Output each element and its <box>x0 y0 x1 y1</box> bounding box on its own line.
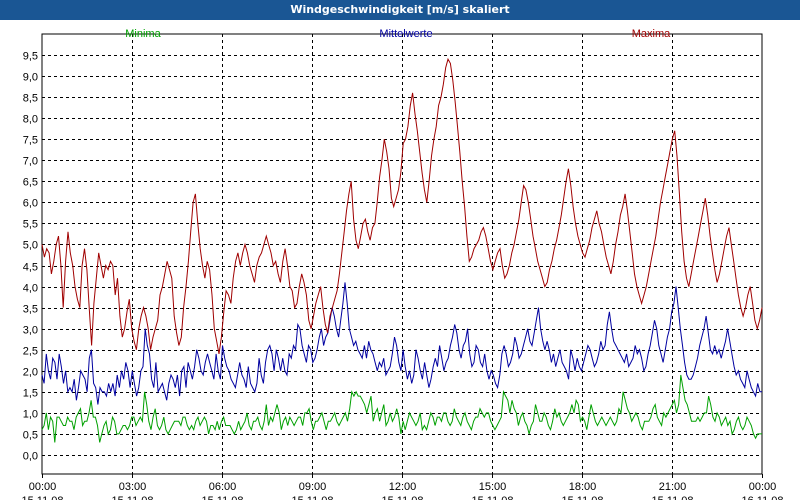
y-tick-label: 9,5 <box>23 51 38 63</box>
series-line-maxima <box>41 57 763 354</box>
y-tick-label: 1,5 <box>23 388 38 400</box>
x-tick-date: 15.11.08 <box>111 495 153 500</box>
x-tick-time: 03:00 <box>119 481 147 493</box>
legend-mittelwerte: Mittelwerte <box>379 28 432 40</box>
x-tick-time: 21:00 <box>659 481 687 493</box>
x-tick-date: 15.11.08 <box>381 495 423 500</box>
x-tick-date: 15.11.08 <box>471 495 513 500</box>
x-tick-time: 00:00 <box>29 481 57 493</box>
x-tick-time: 00:00 <box>749 481 777 493</box>
series-line-mittelwerte <box>41 282 762 405</box>
wind-speed-chart: 0,0 0,5 1,0 1,5 2,0 2,5 3,0 3,5 4,0 4,5 5,0 5,5 6,0 6… <box>0 20 800 500</box>
y-tick-label: 0,0 <box>23 451 38 463</box>
y-tick-label: 5,0 <box>23 240 38 252</box>
y-tick-label: 9,0 <box>23 72 38 84</box>
x-tick-time: 18:00 <box>569 481 597 493</box>
y-tick-label: 5,5 <box>23 219 38 231</box>
x-tick-time: 09:00 <box>299 481 327 493</box>
series-lines <box>41 57 763 443</box>
x-tick-date: 15.11.08 <box>21 495 63 500</box>
series-line-minima <box>41 374 762 443</box>
window-title: Windgeschwindigkeit [m/s] skaliert <box>0 0 800 20</box>
y-tick-label: 4,0 <box>23 283 38 295</box>
y-tick-label: 7,0 <box>23 156 38 168</box>
x-tick-time: 06:00 <box>209 481 237 493</box>
y-tick-label: 3,0 <box>23 325 38 337</box>
legend-minima: Minima <box>125 28 161 40</box>
x-tick-date: 16.11.08 <box>741 495 783 500</box>
y-tick-label: 2,0 <box>23 367 38 379</box>
y-tick-label: 0,5 <box>23 430 38 442</box>
x-tick-time: 12:00 <box>389 481 417 493</box>
y-tick-label: 6,0 <box>23 198 38 210</box>
legend-maxima: Maxima <box>632 28 671 40</box>
y-tick-label: 7,5 <box>23 135 38 147</box>
y-tick-label: 1,0 <box>23 409 38 421</box>
y-tick-label: 8,0 <box>23 114 38 126</box>
y-tick-label: 6,5 <box>23 177 38 189</box>
x-tick-time: 15:00 <box>479 481 507 493</box>
x-tick-date: 15.11.08 <box>561 495 603 500</box>
chart-background <box>0 20 800 500</box>
y-tick-label: 8,5 <box>23 93 38 105</box>
x-tick-date: 15.11.08 <box>201 495 243 500</box>
y-tick-label: 3,5 <box>23 304 38 316</box>
x-tick-date: 15.11.08 <box>651 495 693 500</box>
x-tick-date: 15.11.08 <box>291 495 333 500</box>
y-tick-label: 4,5 <box>23 262 38 274</box>
y-tick-label: 2,5 <box>23 346 38 358</box>
axes: 0,0 0,5 1,0 1,5 2,0 2,5 3,0 3,5 4,0 4,5 5,0 5,5 6,0 6… <box>21 33 784 500</box>
